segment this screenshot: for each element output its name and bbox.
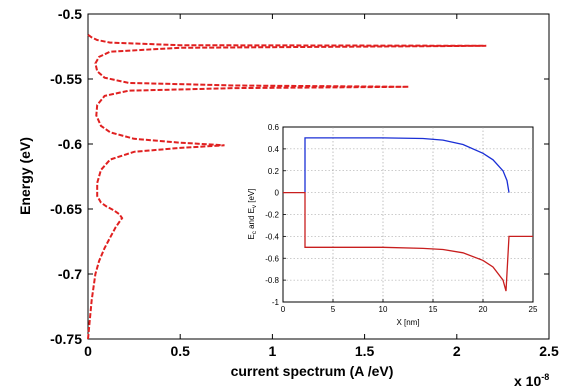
main-y-tick-label: -0.7 <box>58 266 82 282</box>
inset-y-tick-label: -0.4 <box>265 232 279 241</box>
inset-x-tick-label: 20 <box>479 305 488 314</box>
inset-x-tick-label: 15 <box>429 305 438 314</box>
x-axis-multiplier: x 10-8 <box>514 372 549 389</box>
inset-plot-frame <box>282 126 534 303</box>
inset-x-tick-label: 5 <box>331 305 336 314</box>
inset-y-tick-label: 0 <box>275 189 280 198</box>
main-plot-frame <box>87 13 550 340</box>
inset-series-ec <box>304 137 510 193</box>
main-x-tick-label: 2 <box>453 343 461 359</box>
inset-y-tick-label: 0.4 <box>268 145 280 154</box>
inset-y-tick-label: -0.8 <box>265 276 279 285</box>
main-x-tick-label: 0 <box>84 343 92 359</box>
main-y-tick-label: -0.6 <box>58 136 82 152</box>
inset-y-tick-label: 0.6 <box>268 123 280 132</box>
inset-y-tick-label: -0.6 <box>265 254 279 263</box>
inset-series-ev <box>283 191 533 292</box>
inset-y-tick-label: -1 <box>272 298 280 307</box>
main-y-tick-label: -0.5 <box>58 6 82 22</box>
inset-y-tick-label: -0.2 <box>265 211 279 220</box>
inset-x-axis-label: X [nm] <box>396 318 419 327</box>
main-y-axis-label: Energy (eV) <box>17 137 33 215</box>
main-x-tick-label: 2.5 <box>539 343 559 359</box>
main-x-axis-label: current spectrum (A /eV) <box>231 363 394 379</box>
inset-x-tick-label: 25 <box>529 305 538 314</box>
main-y-tick-label: -0.55 <box>50 71 82 87</box>
main-y-tick-label: -0.65 <box>50 201 82 217</box>
inset-x-tick-label: 10 <box>379 305 388 314</box>
main-x-tick-label: 1.5 <box>355 343 375 359</box>
inset-y-axis-label: Ec and Ev [eV] <box>247 189 258 240</box>
main-x-tick-label: 0.5 <box>170 343 190 359</box>
inset-x-tick-label: 0 <box>281 305 286 314</box>
inset-y-tick-label: 0.2 <box>268 167 280 176</box>
main-y-tick-label: -0.75 <box>50 331 82 347</box>
main-series-current-spectrum <box>87 33 487 340</box>
main-x-tick-label: 1 <box>269 343 277 359</box>
